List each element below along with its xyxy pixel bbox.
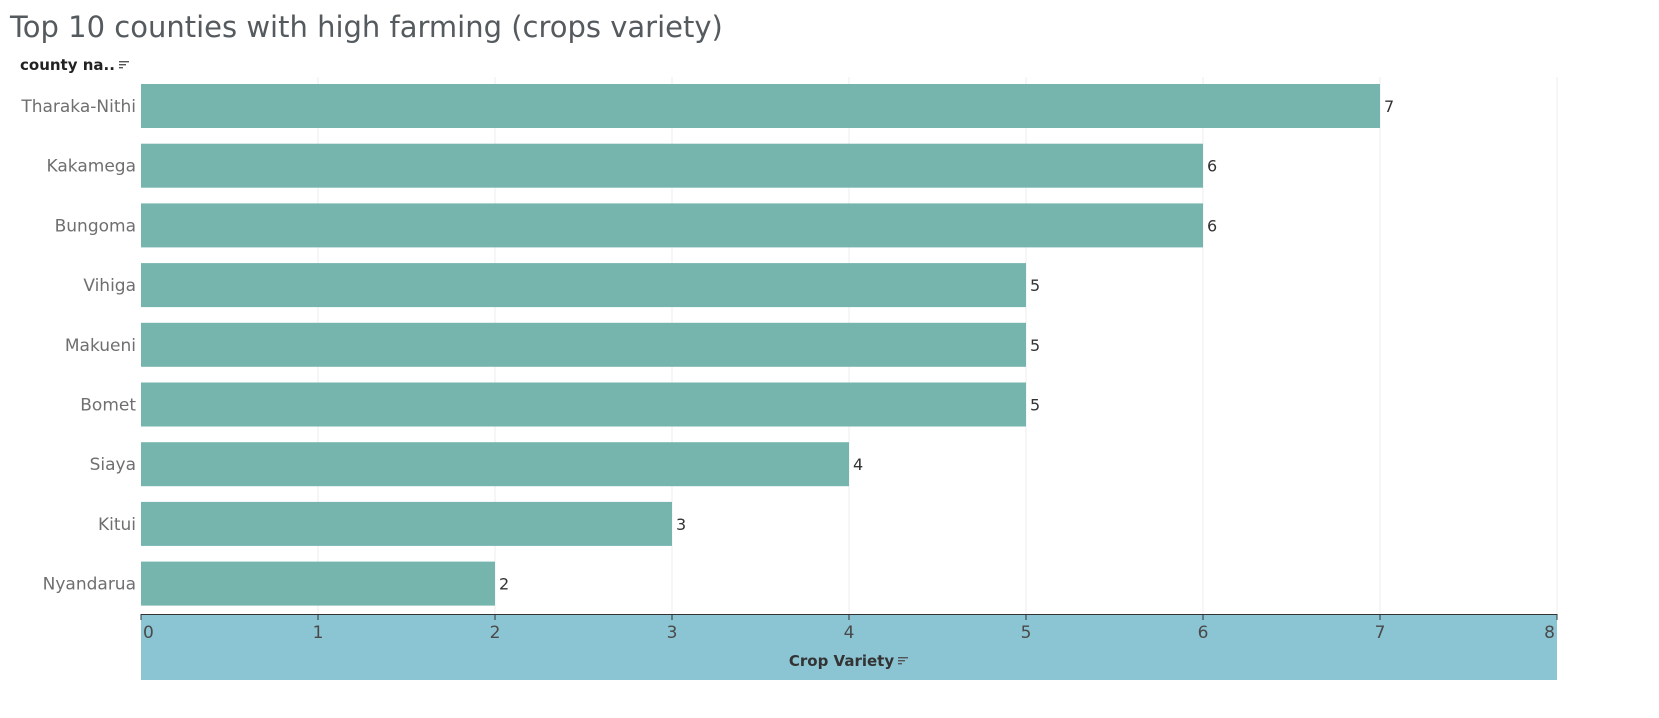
category-label: Bomet	[80, 396, 136, 416]
x-tick-label: 4	[844, 623, 855, 643]
sort-icon[interactable]	[118, 56, 130, 74]
bar[interactable]	[141, 561, 495, 606]
x-tick-label: 2	[490, 623, 501, 643]
data-label: 4	[853, 455, 863, 474]
bar[interactable]	[141, 501, 672, 546]
bar[interactable]	[141, 322, 1026, 367]
data-label: 5	[1030, 276, 1040, 295]
x-axis-title[interactable]: Crop Variety	[141, 652, 1557, 670]
x-tick-label: 5	[1021, 623, 1032, 643]
data-label: 6	[1207, 216, 1217, 235]
bar[interactable]	[141, 84, 1380, 128]
data-label: 5	[1030, 336, 1040, 355]
x-tick-label: 0	[143, 623, 154, 643]
x-tick-label: 1	[313, 623, 324, 643]
category-label: Nyandarua	[43, 575, 136, 595]
row-header-label: county na..	[20, 56, 115, 74]
category-label: Kakamega	[47, 157, 136, 177]
category-label: Makueni	[65, 336, 136, 356]
category-label: Kitui	[98, 515, 136, 535]
x-tick-label: 7	[1375, 623, 1386, 643]
bar[interactable]	[141, 442, 849, 487]
data-label: 7	[1384, 97, 1394, 116]
bar[interactable]	[141, 143, 1203, 188]
x-tick-label: 3	[667, 623, 678, 643]
category-label: Siaya	[90, 455, 136, 475]
bar[interactable]	[141, 382, 1026, 427]
x-axis-title-label: Crop Variety	[788, 652, 895, 670]
bar[interactable]	[141, 263, 1026, 308]
category-label: Tharaka-Nithi	[20, 97, 136, 117]
data-label: 2	[499, 575, 509, 594]
data-label: 5	[1030, 396, 1040, 415]
category-label: Vihiga	[83, 276, 136, 296]
x-tick-label: 6	[1198, 623, 1209, 643]
category-label: Bungoma	[55, 216, 136, 236]
x-axis-band	[141, 614, 1557, 680]
sort-icon[interactable]	[897, 652, 909, 670]
chart-title: Top 10 counties with high farming (crops…	[10, 10, 723, 44]
data-label: 3	[676, 515, 686, 534]
bar[interactable]	[141, 203, 1203, 248]
data-label: 6	[1207, 157, 1217, 176]
x-tick-label: 8	[1544, 623, 1555, 643]
row-header[interactable]: county na..	[20, 56, 130, 74]
